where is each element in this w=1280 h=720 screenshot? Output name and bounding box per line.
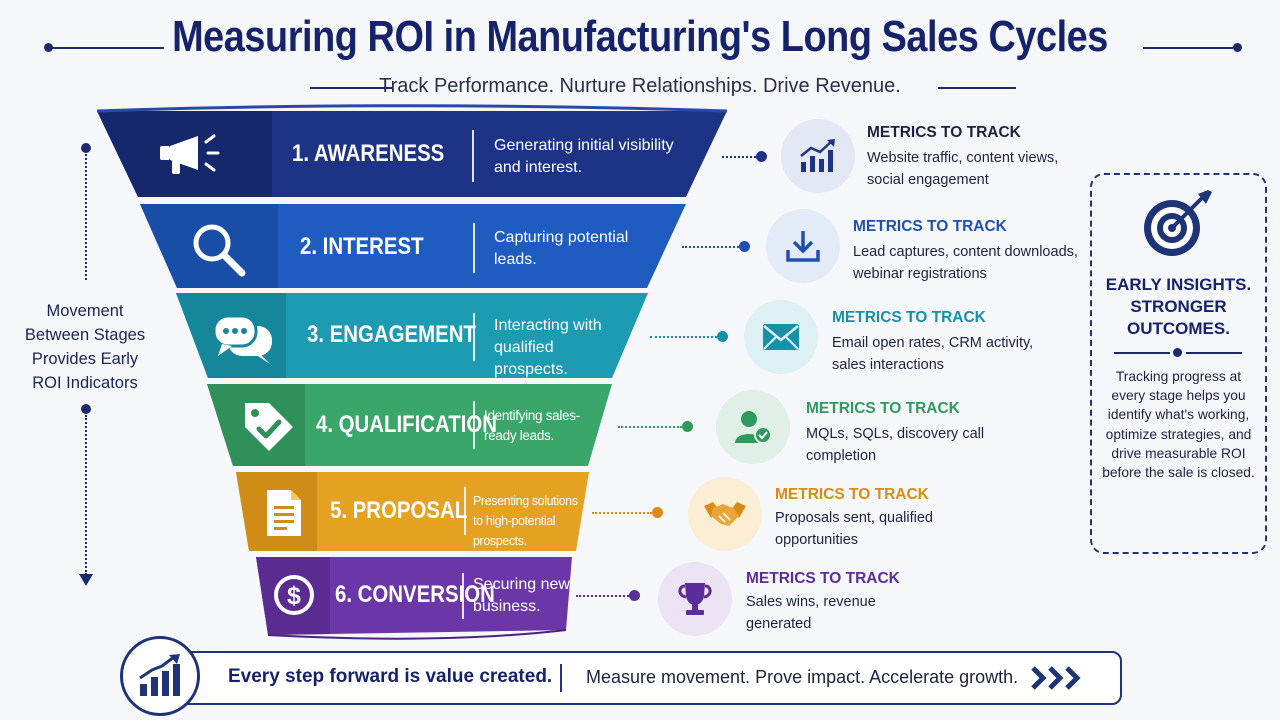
stage-1-desc: Generating initial visibility and intere… xyxy=(494,137,674,176)
metric-4-text: MQLs, SQLs, discovery call completion xyxy=(806,426,985,464)
metric-4-icon-circle xyxy=(716,390,790,464)
funnel-stage-6 xyxy=(256,557,572,640)
stage-4-desc: Identifying sales-ready leads. xyxy=(484,408,580,443)
tag-check-icon xyxy=(245,403,293,451)
bar-chart-growth-icon xyxy=(139,654,180,696)
metric-5-text: Proposals sent, qualified opportunities xyxy=(775,510,933,548)
connector-3 xyxy=(650,336,717,338)
stage-3-desc: Interacting with qualified prospects. xyxy=(494,317,602,378)
stage-6-desc: Securing new business. xyxy=(473,576,570,615)
metric-2-text: Lead captures, content downloads, webina… xyxy=(853,244,1078,282)
metric-3-text: Email open rates, CRM activity, sales in… xyxy=(832,335,1034,373)
movement-label: Movement Between Stages Provides Early R… xyxy=(24,302,146,392)
dollar-coin-icon: $ xyxy=(274,575,314,615)
subtitle-right-line xyxy=(938,87,1016,89)
connector-1 xyxy=(722,156,756,158)
stage-2-title: 2. INTEREST xyxy=(300,233,424,260)
triple-chevron-icon xyxy=(1031,666,1081,690)
metric-5-icon-circle xyxy=(688,477,762,551)
handshake-icon xyxy=(704,502,746,526)
movement-top-line xyxy=(85,154,87,280)
stage-4-title: 4. QUALIFICATION xyxy=(316,411,497,438)
metric-2-icon-circle xyxy=(766,209,840,283)
connector-6-dot xyxy=(629,590,640,601)
metric-3-icon-circle xyxy=(744,300,818,374)
insight-headline: EARLY INSIGHTS. STRONGER OUTCOMES. xyxy=(1105,275,1252,338)
target-arrow-icon xyxy=(1144,190,1212,256)
metric-2-title: METRICS TO TRACK xyxy=(853,218,1007,235)
title-left-dot xyxy=(44,43,53,52)
metric-6-text: Sales wins, revenue generated xyxy=(746,594,876,632)
magnifier-icon xyxy=(193,224,246,277)
stage-1-title: 1. AWARENESS xyxy=(292,140,445,167)
footer-icon-circle xyxy=(120,636,200,716)
funnel-stage-2 xyxy=(140,204,686,288)
title-right-dot xyxy=(1233,43,1242,52)
subtitle-left-line xyxy=(310,87,392,89)
stage-3-divider xyxy=(473,313,475,361)
megaphone-icon xyxy=(160,134,220,174)
insight-left-line xyxy=(1114,352,1170,354)
movement-bottom-line xyxy=(85,415,87,575)
connector-5-dot xyxy=(652,507,663,518)
connector-4-dot xyxy=(682,421,693,432)
connector-5 xyxy=(592,512,652,514)
page-title: Measuring ROI in Manufacturing's Long Sa… xyxy=(172,12,1108,61)
footer-divider xyxy=(560,664,562,692)
insight-body: Tracking progress at every stage helps y… xyxy=(1102,369,1255,481)
metric-5-title: METRICS TO TRACK xyxy=(775,486,929,503)
document-icon xyxy=(267,490,301,536)
movement-bottom-dot xyxy=(81,404,91,414)
stage-5-divider xyxy=(464,487,466,535)
svg-text:$: $ xyxy=(287,582,301,610)
connector-3-dot xyxy=(717,331,728,342)
user-check-icon xyxy=(735,411,772,444)
title-left-line xyxy=(50,47,164,49)
metric-1-icon-circle xyxy=(781,119,855,193)
stage-3-title: 3. ENGAGEMENT xyxy=(307,321,476,348)
chat-bubbles-icon xyxy=(212,314,272,364)
insight-box xyxy=(1090,173,1267,554)
metric-1-text: Website traffic, content views, social e… xyxy=(867,150,1059,188)
stage-1-divider xyxy=(472,130,474,182)
stage-5-desc: Presenting solutions to high-potential p… xyxy=(473,494,578,548)
metric-6-title: METRICS TO TRACK xyxy=(746,570,900,587)
envelope-icon xyxy=(763,324,799,350)
stage-2-desc: Capturing potential leads. xyxy=(494,229,629,268)
stage-6-divider xyxy=(462,573,464,619)
connector-2 xyxy=(682,246,739,248)
connector-6 xyxy=(576,595,629,597)
insight-right-line xyxy=(1186,352,1242,354)
movement-top-dot xyxy=(81,143,91,153)
movement-arrow-icon xyxy=(79,574,93,586)
page-subtitle: Track Performance. Nurture Relationships… xyxy=(379,75,901,97)
chart-growth-icon xyxy=(800,139,835,172)
footer-banner xyxy=(158,651,1122,705)
connector-4 xyxy=(618,426,682,428)
metric-4-title: METRICS TO TRACK xyxy=(806,400,960,417)
trophy-icon xyxy=(678,583,712,615)
title-right-line xyxy=(1143,47,1233,49)
footer-left-text: Every step forward is value created. xyxy=(228,666,553,687)
stage-2-divider xyxy=(473,223,475,273)
stage-5-title: 5. PROPOSAL xyxy=(330,497,468,524)
footer-right-text: Measure movement. Prove impact. Accelera… xyxy=(586,667,1019,687)
stage-4-divider xyxy=(473,401,475,449)
stage-6-title: 6. CONVERSION xyxy=(335,581,495,608)
metric-3-title: METRICS TO TRACK xyxy=(832,309,986,326)
download-icon xyxy=(786,231,820,262)
connector-1-dot xyxy=(756,151,767,162)
metric-6-icon-circle xyxy=(658,562,732,636)
insight-center-dot xyxy=(1173,348,1182,357)
connector-2-dot xyxy=(739,241,750,252)
metric-1-title: METRICS TO TRACK xyxy=(867,124,1021,141)
